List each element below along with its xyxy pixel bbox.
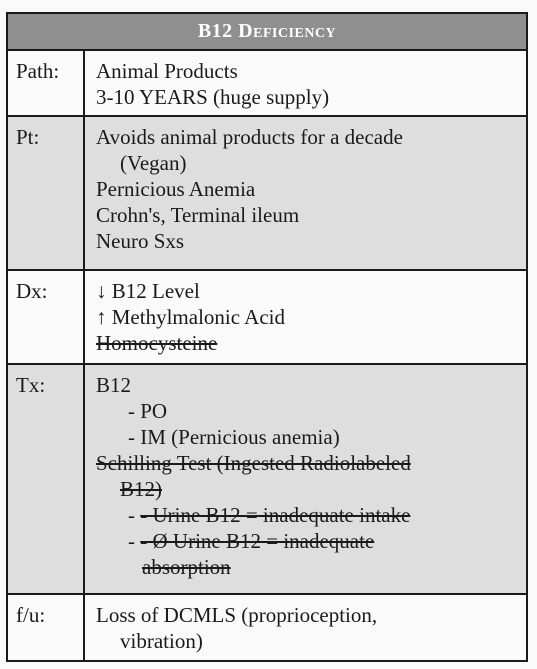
row-content-dx: ↓ B12 Level ↑ Methylmalonic Acid Homocys… (85, 271, 526, 363)
tx-line-7-dash: - (128, 529, 141, 553)
tx-line-6: - - Urine B12 = inadequate intake (96, 502, 518, 528)
tx-line-8: absorption (142, 555, 231, 579)
tx-line-4: Schilling Test (Ingested Radiolabeled (96, 451, 411, 475)
row-content-tx: B12 - PO - IM (Pernicious anemia) Schill… (85, 365, 526, 593)
row-pt: Pt: Avoids animal products for a decade … (8, 117, 526, 271)
fu-line-2: vibration) (120, 629, 203, 653)
row-tx: Tx: B12 - PO - IM (Pernicious anemia) Sc… (8, 365, 526, 595)
pt-line-1: Avoids animal products for a decade (96, 125, 403, 149)
path-line-1: Animal Products (96, 59, 238, 83)
pt-line-4: Crohn's, Terminal ileum (96, 203, 300, 227)
row-fu: f/u: Loss of DCMLS (proprioception, vibr… (8, 595, 526, 662)
row-content-fu: Loss of DCMLS (proprioception, vibration… (85, 595, 526, 662)
tx-line-1: B12 (96, 373, 132, 397)
table-title: B12 Deficiency (8, 14, 526, 51)
dx-line-2: ↑ Methylmalonic Acid (96, 305, 285, 329)
dx-line-3: Homocysteine (96, 331, 218, 355)
row-label-tx: Tx: (8, 365, 85, 593)
row-content-pt: Avoids animal products for a decade (Veg… (85, 117, 526, 269)
dx-line-1: ↓ B12 Level (96, 279, 200, 303)
row-label-dx: Dx: (8, 271, 85, 363)
tx-line-6-dash: - (128, 503, 141, 527)
path-line-2: 3-10 YEARS (huge supply) (96, 85, 330, 109)
pt-line-2: (Vegan) (120, 151, 187, 175)
pt-line-3: Pernicious Anemia (96, 177, 256, 201)
b12-deficiency-table: B12 Deficiency Path: Animal Products 3-1… (6, 12, 528, 662)
row-label-fu: f/u: (8, 595, 85, 662)
tx-line-5: B12) (120, 477, 162, 501)
pt-line-5: Neuro Sxs (96, 229, 185, 253)
title-rest: Deficiency (238, 20, 337, 42)
fu-line-1: Loss of DCMLS (proprioception, (96, 603, 378, 627)
row-path: Path: Animal Products 3-10 YEARS (huge s… (8, 51, 526, 117)
row-label-pt: Pt: (8, 117, 85, 269)
tx-line-7-struck: - Ø Urine B12 = inadequate (140, 529, 375, 553)
tx-line-2: - PO (128, 399, 168, 423)
row-label-path: Path: (8, 51, 85, 115)
tx-line-6-struck: - Urine B12 = inadequate intake (140, 503, 411, 527)
tx-line-7: - - Ø Urine B12 = inadequate (96, 528, 518, 554)
title-main: B12 (197, 20, 233, 42)
row-content-path: Animal Products 3-10 YEARS (huge supply) (85, 51, 526, 115)
tx-line-3: - IM (Pernicious anemia) (128, 425, 340, 449)
row-dx: Dx: ↓ B12 Level ↑ Methylmalonic Acid Hom… (8, 271, 526, 365)
